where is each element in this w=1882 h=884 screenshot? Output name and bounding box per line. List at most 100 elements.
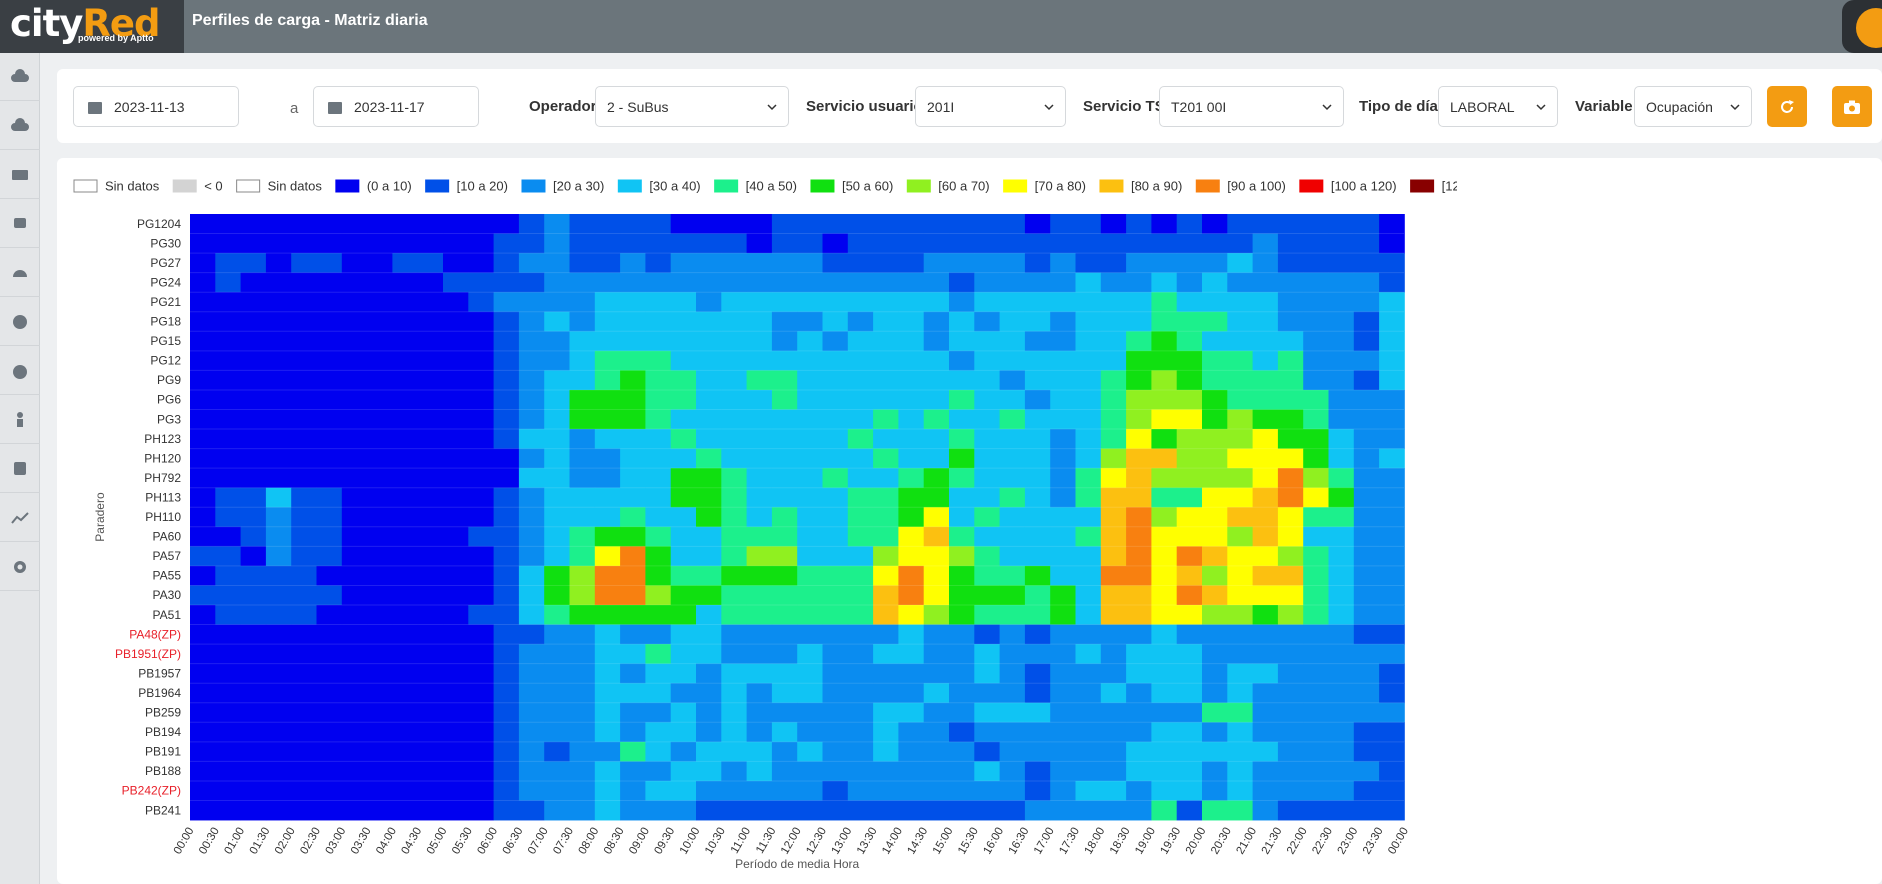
sidebar-item-passenger[interactable] [0,396,40,444]
heatmap-cell [999,780,1026,801]
heatmap-cell [1050,644,1076,665]
legend-swatch [1299,179,1324,193]
heatmap-cell [898,389,925,410]
heatmap-cell [1277,683,1304,704]
refresh-button[interactable] [1767,86,1807,127]
sidebar-item-download[interactable] [0,53,40,101]
heatmap-cell [1050,585,1076,606]
heatmap-cell [620,741,646,762]
sidebar-item-trend[interactable] [0,494,40,542]
heatmap-cell [417,800,444,821]
heatmap-cell [620,507,646,528]
heatmap-cell [1227,507,1253,528]
heatmap-cell [1328,253,1355,274]
heatmap-cell [1303,624,1329,645]
heatmap-cell [569,292,596,313]
heatmap-cell [696,800,722,821]
heatmap-cell [1202,448,1228,469]
heatmap-cell [493,468,520,489]
sidebar-item-bus[interactable] [0,445,40,493]
servicio-usuario-select[interactable]: 201I [915,86,1066,127]
heatmap-cell [1075,389,1102,410]
heatmap-cell [1227,214,1253,234]
user-menu-button[interactable] [1842,0,1882,53]
sidebar-item-settings[interactable] [0,543,40,591]
heatmap-cell [215,565,241,586]
heatmap-cell [898,429,925,449]
heatmap-cell [1353,507,1380,528]
heatmap-cell [443,448,469,469]
heatmap-cell [1151,409,1178,430]
servicio-ts-label: Servicio TS [1083,98,1165,115]
heatmap-cell [1379,350,1405,371]
heatmap-cell [544,722,570,743]
heatmap-cell [873,585,899,606]
heatmap-cell [1100,272,1127,293]
heatmap-cell [291,683,317,704]
heatmap-cell [1328,585,1355,606]
heatmap-cell [797,624,823,645]
heatmap-cell [215,741,241,762]
heatmap-cell [1252,663,1279,684]
sidebar-item-money[interactable] [0,151,40,199]
heatmap-cell [569,389,596,410]
heatmap-cell [797,468,823,489]
heatmap-cell [417,585,444,606]
heatmap-cell [696,722,722,743]
heatmap-cell [1050,311,1076,332]
sidebar-item-upload[interactable] [0,102,40,150]
heatmap-cell [822,683,849,704]
operador-select[interactable]: 2 - SuBus [595,86,789,127]
heatmap-cell [367,683,393,704]
sidebar-item-dashboard[interactable] [0,249,40,297]
heatmap-cell [949,292,975,313]
heatmap-cell [1277,487,1304,508]
date-from-input[interactable]: 2023-11-13 [73,86,239,127]
sidebar-item-pie[interactable] [0,298,40,346]
heatmap-cell [797,233,823,254]
heatmap-cell [1176,331,1203,352]
heatmap-cell [1075,605,1102,625]
heatmap-cell [240,800,267,821]
heatmap-cell [1379,233,1405,254]
heatmap-cell [443,214,469,234]
y-tick-label: PB191 [145,745,181,759]
heatmap-cell [1277,780,1304,801]
heatmap-cell [1075,624,1102,645]
heatmap-cell [1202,624,1228,645]
heatmap-cell [594,722,621,743]
heatmap-cell [746,683,773,704]
heatmap-cell [240,605,267,625]
screenshot-button[interactable] [1832,86,1872,127]
y-tick-label: PG6 [157,393,181,407]
heatmap-cell [1227,565,1253,586]
heatmap-cell [1379,683,1405,704]
sidebar-item-bus-stop[interactable] [0,200,40,248]
heatmap-cell [443,585,469,606]
heatmap-cell [822,741,849,762]
heatmap-cell [974,585,1000,606]
variable-select[interactable]: Ocupación [1634,86,1752,127]
heatmap-cell [569,663,596,684]
heatmap-cell [1075,292,1102,313]
tipo-dia-select[interactable]: LABORAL [1438,86,1558,127]
heatmap-cell [341,311,368,332]
heatmap-cell [645,487,672,508]
heatmap-cell [367,585,393,606]
heatmap-cell [468,722,494,743]
heatmap-cell [1176,487,1203,508]
heatmap-cell [392,663,419,684]
logo[interactable]: cityRed powered by Aptto [0,0,184,53]
heatmap-cell [1353,546,1380,567]
date-to-input[interactable]: 2023-11-17 [313,86,479,127]
heatmap-cell [1176,468,1203,489]
servicio-ts-select[interactable]: T201 00I [1159,86,1344,127]
heatmap-cell [1277,389,1304,410]
heatmap-cell [696,507,722,528]
x-tick-label: 23:30 [1361,826,1386,857]
sidebar-item-gauge[interactable] [0,347,40,395]
heatmap-cell [974,702,1000,723]
heatmap-cell [240,429,267,449]
heatmap-cell [898,468,925,489]
heatmap-cell [341,350,368,371]
